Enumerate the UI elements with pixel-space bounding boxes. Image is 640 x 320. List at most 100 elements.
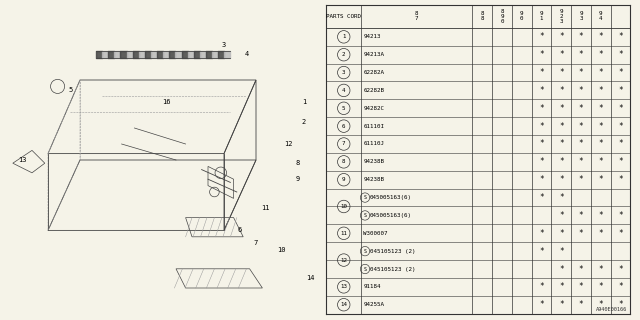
Text: 3: 3 bbox=[222, 42, 226, 48]
Text: *: * bbox=[618, 265, 623, 274]
Text: 8
9
0: 8 9 0 bbox=[500, 9, 504, 24]
Text: *: * bbox=[579, 86, 583, 95]
Text: 61110J: 61110J bbox=[363, 141, 384, 147]
Text: *: * bbox=[539, 229, 544, 238]
Text: *: * bbox=[559, 247, 564, 256]
Text: *: * bbox=[559, 211, 564, 220]
Text: *: * bbox=[598, 122, 603, 131]
Text: *: * bbox=[579, 50, 583, 59]
Text: *: * bbox=[598, 32, 603, 41]
Text: 045005163(6): 045005163(6) bbox=[370, 213, 412, 218]
Text: *: * bbox=[618, 300, 623, 309]
Text: *: * bbox=[539, 104, 544, 113]
Text: *: * bbox=[559, 265, 564, 274]
Text: *: * bbox=[539, 50, 544, 59]
Text: *: * bbox=[598, 68, 603, 77]
Text: *: * bbox=[598, 50, 603, 59]
Text: *: * bbox=[618, 211, 623, 220]
Text: *: * bbox=[618, 32, 623, 41]
Text: PARTS CORD: PARTS CORD bbox=[326, 14, 361, 19]
Text: 62282A: 62282A bbox=[363, 70, 384, 75]
Text: *: * bbox=[579, 175, 583, 184]
Text: *: * bbox=[539, 68, 544, 77]
Text: *: * bbox=[539, 282, 544, 292]
Text: 7: 7 bbox=[342, 141, 346, 147]
Text: 9
3: 9 3 bbox=[579, 11, 583, 21]
Text: 6: 6 bbox=[238, 228, 242, 233]
Text: S: S bbox=[364, 213, 367, 218]
Text: *: * bbox=[559, 193, 564, 202]
Text: 91184: 91184 bbox=[363, 284, 381, 289]
Text: 9
2
3: 9 2 3 bbox=[559, 9, 563, 24]
Text: *: * bbox=[618, 122, 623, 131]
Text: W300007: W300007 bbox=[363, 231, 388, 236]
Text: 94238B: 94238B bbox=[363, 159, 384, 164]
Text: *: * bbox=[559, 32, 564, 41]
Text: *: * bbox=[579, 104, 583, 113]
Text: 2: 2 bbox=[302, 119, 306, 124]
Text: *: * bbox=[598, 211, 603, 220]
Text: *: * bbox=[618, 104, 623, 113]
Text: *: * bbox=[559, 122, 564, 131]
Text: S: S bbox=[364, 195, 367, 200]
Text: *: * bbox=[598, 300, 603, 309]
Text: *: * bbox=[598, 140, 603, 148]
Text: 8: 8 bbox=[296, 160, 300, 166]
Text: *: * bbox=[618, 50, 623, 59]
Text: 94255A: 94255A bbox=[363, 302, 384, 307]
Text: *: * bbox=[579, 265, 583, 274]
Text: 94213A: 94213A bbox=[363, 52, 384, 57]
Text: 045105123 (2): 045105123 (2) bbox=[370, 267, 415, 271]
Text: 10: 10 bbox=[277, 247, 286, 252]
Text: *: * bbox=[618, 86, 623, 95]
Text: 14: 14 bbox=[306, 276, 315, 281]
Text: *: * bbox=[598, 175, 603, 184]
Text: 9
4: 9 4 bbox=[599, 11, 602, 21]
Text: 94238B: 94238B bbox=[363, 177, 384, 182]
Text: *: * bbox=[539, 193, 544, 202]
Text: *: * bbox=[598, 229, 603, 238]
Text: *: * bbox=[598, 282, 603, 292]
Text: *: * bbox=[559, 157, 564, 166]
Text: *: * bbox=[579, 211, 583, 220]
Text: 4: 4 bbox=[244, 52, 248, 57]
Text: *: * bbox=[559, 68, 564, 77]
Text: *: * bbox=[539, 175, 544, 184]
Text: 9: 9 bbox=[342, 177, 346, 182]
Text: 11: 11 bbox=[261, 205, 270, 211]
Text: 3: 3 bbox=[342, 70, 346, 75]
Text: 14: 14 bbox=[340, 302, 348, 307]
Text: 5: 5 bbox=[342, 106, 346, 111]
Text: A940E00166: A940E00166 bbox=[596, 307, 627, 312]
Text: *: * bbox=[598, 265, 603, 274]
Text: 8: 8 bbox=[342, 159, 346, 164]
Text: *: * bbox=[618, 68, 623, 77]
Text: 62282B: 62282B bbox=[363, 88, 384, 93]
Text: *: * bbox=[579, 300, 583, 309]
Text: *: * bbox=[559, 175, 564, 184]
Text: 94213: 94213 bbox=[363, 34, 381, 39]
Text: 5: 5 bbox=[68, 87, 72, 92]
Text: 045005163(6): 045005163(6) bbox=[370, 195, 412, 200]
Text: *: * bbox=[618, 282, 623, 292]
Text: *: * bbox=[539, 86, 544, 95]
Text: *: * bbox=[579, 32, 583, 41]
Text: 9
1: 9 1 bbox=[540, 11, 543, 21]
Text: 9: 9 bbox=[296, 176, 300, 182]
Text: *: * bbox=[579, 122, 583, 131]
Text: 6: 6 bbox=[342, 124, 346, 129]
Text: 7: 7 bbox=[254, 240, 258, 246]
Text: *: * bbox=[539, 32, 544, 41]
Text: *: * bbox=[598, 157, 603, 166]
Text: *: * bbox=[539, 140, 544, 148]
Text: *: * bbox=[579, 282, 583, 292]
Text: 8
8: 8 8 bbox=[481, 11, 484, 21]
Text: 1: 1 bbox=[302, 100, 306, 105]
Text: 4: 4 bbox=[342, 88, 346, 93]
Text: 1: 1 bbox=[342, 34, 346, 39]
Text: *: * bbox=[559, 50, 564, 59]
Text: *: * bbox=[579, 140, 583, 148]
Text: 8
7: 8 7 bbox=[415, 11, 419, 21]
Text: *: * bbox=[559, 104, 564, 113]
Text: 045105123 (2): 045105123 (2) bbox=[370, 249, 415, 254]
